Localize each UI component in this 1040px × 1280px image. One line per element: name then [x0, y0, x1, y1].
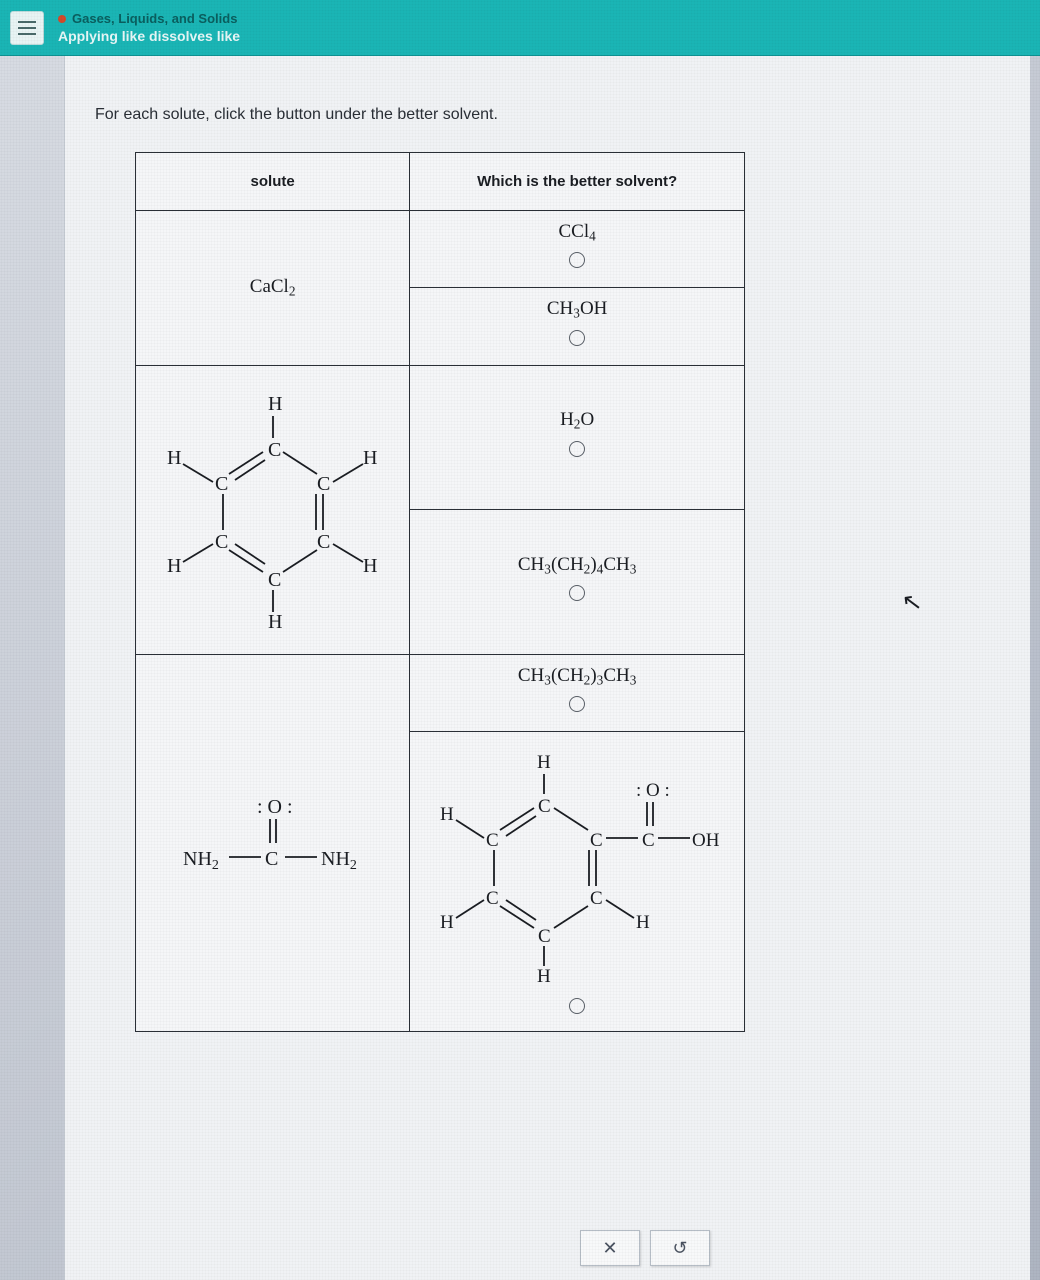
- svg-text:H: H: [268, 611, 282, 630]
- breadcrumb: Gases, Liquids, and Solids Applying like…: [58, 11, 240, 44]
- svg-text:H: H: [363, 555, 377, 577]
- solvent-formula-1b: CH3OH: [416, 298, 738, 321]
- svg-text:C: C: [538, 926, 551, 947]
- hamburger-icon: [18, 21, 36, 35]
- svg-text:C: C: [215, 473, 228, 495]
- instruction-text: For each solute, click the button under …: [95, 106, 1000, 124]
- svg-text:H: H: [440, 804, 454, 825]
- solvent-formula-2a: H2O: [416, 409, 738, 432]
- solvent-formula-3a: CH3(CH2)3CH3: [416, 665, 738, 688]
- svg-text:H: H: [636, 912, 650, 933]
- solvent-option-3a: CH3(CH2)3CH3: [410, 654, 745, 731]
- topbar: Gases, Liquids, and Solids Applying like…: [0, 0, 1040, 56]
- svg-text:C: C: [268, 439, 281, 461]
- svg-text:C: C: [215, 531, 228, 553]
- svg-text:H: H: [440, 912, 454, 933]
- solute-solvent-table: solute Which is the better solvent? CaCl…: [135, 152, 745, 1032]
- solute-cell-2: H C C H C: [136, 365, 410, 654]
- cancel-button[interactable]: ✕: [580, 1230, 640, 1266]
- solvent-option-3b: H C C H C C: [410, 731, 745, 1031]
- solvent-option-2a: H2O: [410, 365, 745, 510]
- svg-text:H: H: [537, 966, 551, 987]
- svg-text:C: C: [590, 830, 603, 851]
- svg-text:H: H: [167, 555, 181, 577]
- solvent-option-2b: CH3(CH2)4CH3: [410, 510, 745, 655]
- solvent-option-1b: CH3OH: [410, 288, 745, 365]
- radio-3a[interactable]: [569, 696, 585, 712]
- benzoic-acid-structure: H C C H C C: [414, 738, 740, 998]
- header-solute: solute: [136, 153, 410, 211]
- svg-text:C: C: [642, 830, 655, 851]
- radio-2a[interactable]: [569, 441, 585, 457]
- radio-1b[interactable]: [569, 330, 585, 346]
- breadcrumb-title: Applying like dissolves like: [58, 28, 240, 44]
- solute-formula-1: CaCl2: [250, 276, 296, 297]
- svg-text:C: C: [317, 473, 330, 495]
- radio-1a[interactable]: [569, 252, 585, 268]
- svg-text:H: H: [268, 393, 282, 415]
- svg-text:C: C: [486, 888, 499, 909]
- cursor-icon: ↖: [900, 587, 924, 619]
- svg-text:: O :: : O :: [636, 780, 670, 801]
- svg-text:C: C: [317, 531, 330, 553]
- svg-text:C: C: [265, 848, 278, 870]
- radio-3b[interactable]: [569, 998, 585, 1014]
- svg-text:H: H: [537, 752, 551, 773]
- solvent-option-1a: CCl4: [410, 211, 745, 288]
- solute-cell-1: CaCl2: [136, 211, 410, 366]
- urea-structure: : O : NH2 C NH2: [142, 783, 403, 903]
- footer-buttons: ✕ ↺: [580, 1230, 710, 1266]
- solvent-formula-2b: CH3(CH2)4CH3: [416, 554, 738, 577]
- svg-text:OH: OH: [692, 830, 720, 851]
- benzene-structure: H C C H C: [142, 380, 403, 640]
- reset-button[interactable]: ↺: [650, 1230, 710, 1266]
- svg-text:NH2: NH2: [321, 848, 357, 873]
- svg-text:C: C: [486, 830, 499, 851]
- breadcrumb-category: Gases, Liquids, and Solids: [58, 11, 240, 26]
- svg-text:H: H: [167, 447, 181, 469]
- svg-text:H: H: [363, 447, 377, 469]
- svg-text:C: C: [268, 569, 281, 591]
- solute-cell-3: : O : NH2 C NH2: [136, 654, 410, 1031]
- header-solvent: Which is the better solvent?: [410, 153, 745, 211]
- svg-text:C: C: [538, 796, 551, 817]
- reset-icon: ↺: [672, 1238, 687, 1259]
- svg-text:NH2: NH2: [183, 848, 219, 873]
- question-page: For each solute, click the button under …: [64, 56, 1030, 1280]
- solvent-formula-1a: CCl4: [416, 221, 738, 244]
- radio-2b[interactable]: [569, 585, 585, 601]
- svg-text:: O :: : O :: [257, 796, 293, 818]
- menu-button[interactable]: [10, 11, 44, 45]
- x-icon: ✕: [602, 1238, 617, 1259]
- svg-text:C: C: [590, 888, 603, 909]
